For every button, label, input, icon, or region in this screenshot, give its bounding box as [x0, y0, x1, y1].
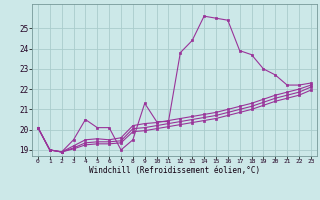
- X-axis label: Windchill (Refroidissement éolien,°C): Windchill (Refroidissement éolien,°C): [89, 166, 260, 175]
